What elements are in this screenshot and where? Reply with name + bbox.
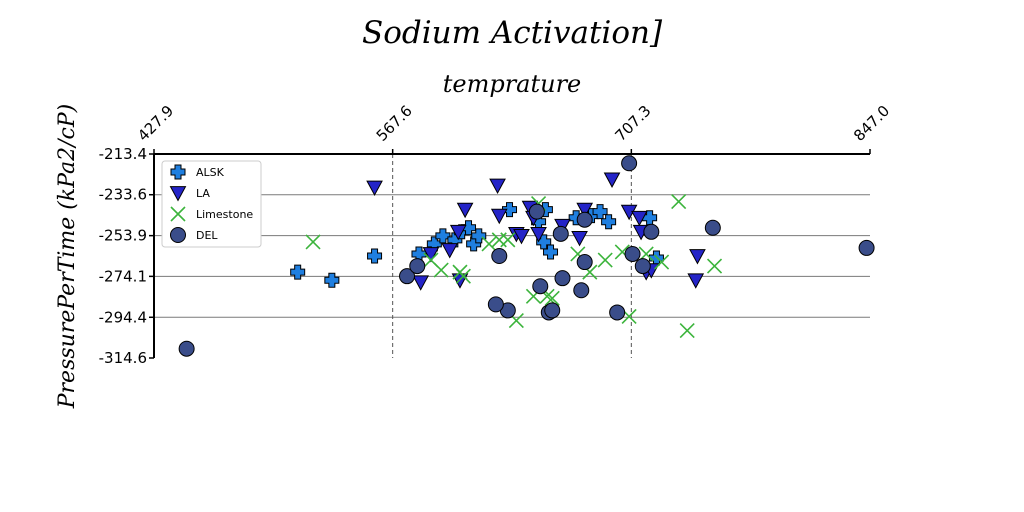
point-alsk	[601, 214, 617, 230]
point-limestone	[481, 236, 497, 252]
x-tick-label: 707.3	[611, 102, 654, 145]
point-del	[643, 223, 660, 240]
point-la	[412, 275, 430, 291]
point-del	[634, 258, 651, 275]
chart-title: Sodium Activation]	[362, 15, 663, 51]
legend-label: ALSK	[196, 166, 225, 179]
point-del	[399, 268, 416, 285]
point-alsk	[543, 244, 559, 260]
point-la	[366, 180, 383, 197]
data-points	[178, 155, 875, 357]
point-limestone	[500, 232, 516, 248]
point-del	[704, 219, 721, 236]
x-tick-label: 847.0	[850, 102, 893, 145]
point-del	[487, 296, 504, 313]
point-alsk	[471, 228, 487, 244]
point-alsk	[290, 264, 306, 280]
y-tick-label: -253.9	[99, 227, 147, 245]
legend: ALSK LA Limestone DEL	[161, 160, 262, 248]
legend-label: DEL	[196, 229, 218, 242]
y-tick-label: -314.6	[99, 349, 147, 367]
point-del	[576, 211, 593, 228]
legend-label: Limestone	[196, 208, 253, 221]
point-la	[441, 243, 459, 259]
point-limestone	[455, 268, 471, 284]
point-alsk	[426, 236, 442, 252]
point-la	[631, 210, 648, 227]
point-limestone	[671, 194, 687, 210]
point-la	[571, 230, 588, 247]
x-tick-label: 427.9	[134, 102, 177, 145]
point-del	[621, 155, 638, 172]
point-limestone	[679, 323, 695, 339]
point-del	[576, 254, 593, 271]
point-la	[456, 202, 474, 219]
legend-box	[161, 160, 262, 248]
point-del	[552, 225, 569, 242]
point-del	[554, 270, 571, 287]
point-alsk	[324, 272, 340, 288]
legend-marker-limestone	[170, 206, 186, 222]
point-la	[513, 228, 530, 245]
point-limestone	[654, 254, 670, 270]
point-del	[528, 203, 545, 220]
point-limestone	[305, 234, 321, 250]
point-la	[603, 172, 621, 188]
point-la	[451, 273, 469, 289]
legend-label: LA	[196, 187, 210, 200]
y-tick-label: -213.4	[99, 145, 147, 163]
point-del	[178, 340, 195, 357]
point-la	[576, 202, 594, 219]
point-la	[490, 208, 508, 225]
point-limestone	[544, 290, 560, 306]
legend-marker-la	[169, 186, 187, 202]
point-del	[532, 278, 549, 295]
legend-marker-del	[170, 227, 186, 243]
point-limestone	[433, 262, 449, 278]
point-limestone	[597, 252, 613, 268]
point-del	[609, 304, 626, 321]
grid-lines	[154, 154, 870, 358]
point-alsk	[435, 228, 451, 244]
point-la	[530, 226, 547, 243]
point-la	[422, 247, 440, 263]
y-tick-label: -233.6	[99, 186, 147, 204]
point-del	[624, 245, 641, 262]
point-la	[689, 249, 706, 265]
point-del	[409, 258, 426, 275]
y-tick-label: -274.1	[99, 267, 147, 285]
point-del	[491, 248, 508, 264]
point-la	[449, 224, 467, 241]
point-la	[489, 178, 506, 194]
x-tick-label: 567.6	[373, 102, 416, 145]
point-del	[573, 282, 590, 299]
point-alsk	[502, 202, 518, 218]
y-axis-label: PressurePerTime (kPa2/cP)	[55, 104, 80, 410]
x-axis-label: temprature	[443, 70, 582, 98]
point-limestone	[706, 258, 723, 274]
point-limestone	[491, 232, 507, 248]
point-del	[858, 239, 875, 256]
point-la	[687, 273, 705, 289]
legend-marker-alsk	[170, 164, 186, 180]
point-del	[544, 302, 561, 319]
point-alsk	[367, 248, 383, 264]
y-tick-label: -294.4	[99, 308, 147, 326]
